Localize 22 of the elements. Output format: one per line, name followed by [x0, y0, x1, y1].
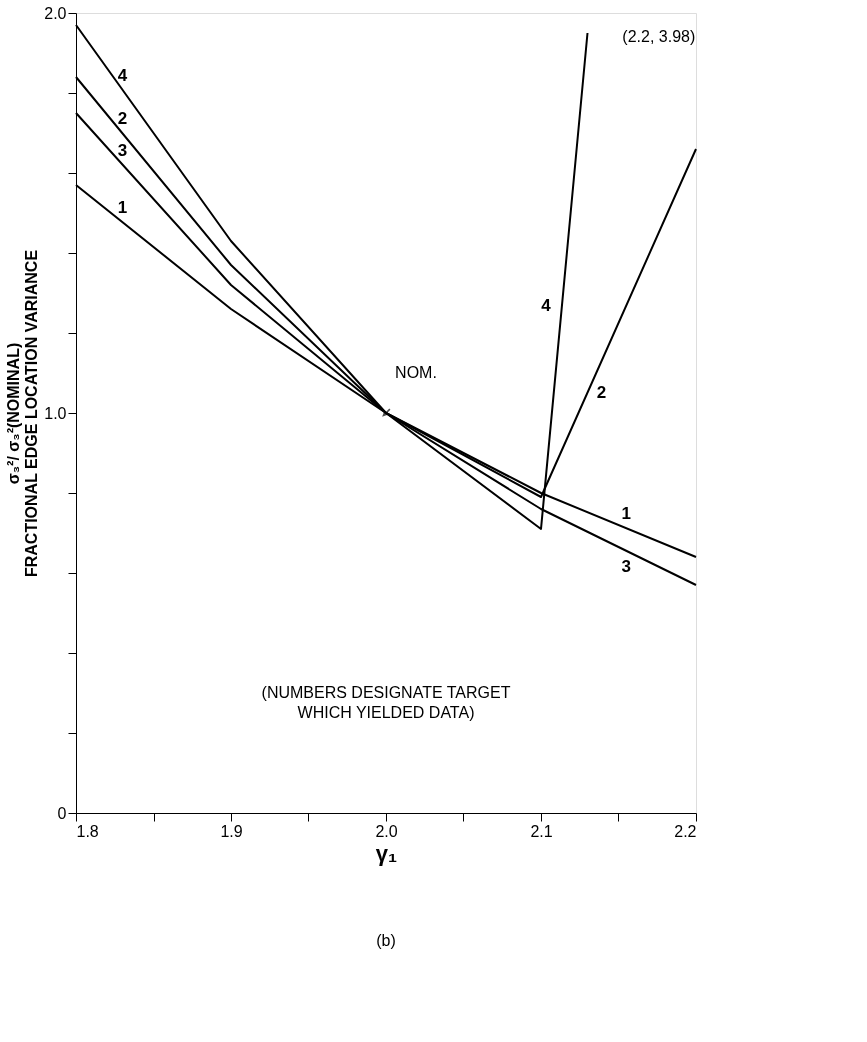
x-tick-label: 2.0: [375, 822, 398, 840]
x-tick-label: 1.9: [220, 822, 243, 840]
annotation: (2.2, 3.98): [622, 28, 696, 45]
series-label: 3: [117, 140, 128, 160]
series-label: 4: [117, 65, 128, 85]
series-label: 1: [117, 198, 128, 218]
text: 1: [621, 504, 631, 524]
text: 2: [596, 382, 607, 402]
x-tick-label: 1.8: [76, 822, 99, 840]
y-axis-title: σ₃²/ σ₃²(NOMINAL) FRACTIONAL EDGE LOCATION VARIANCE: [5, 249, 41, 578]
y-tick-label: 2.0: [44, 4, 67, 22]
annotation: (NUMBERS DESIGNATE TARGET WHICH YIELDED DATA): [261, 684, 511, 721]
series-label: 2: [117, 109, 128, 129]
y-tick-label: 1.0: [44, 404, 67, 422]
x-axis-title: γ₁: [375, 840, 398, 866]
text: 3: [621, 556, 631, 576]
x-tick-label: 2.1: [530, 822, 553, 840]
text: 4: [541, 295, 551, 315]
x-tick-label: 2.2: [674, 822, 697, 840]
text: (b): [376, 932, 396, 949]
y-tick-label: 0: [57, 804, 67, 822]
annotation: NOM.: [395, 364, 437, 381]
